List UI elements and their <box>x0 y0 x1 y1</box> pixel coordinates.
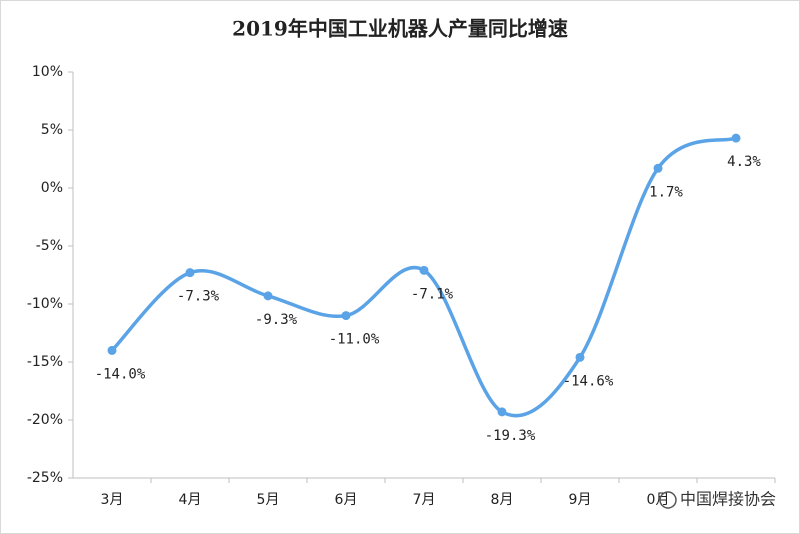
value-label: -9.3% <box>255 312 298 328</box>
point <box>731 133 741 143</box>
value-label: -7.3% <box>177 289 220 305</box>
point <box>263 291 273 301</box>
y-tick-label: 10% <box>32 64 63 80</box>
y-tick-label: -5% <box>36 238 63 254</box>
watermark: 中国焊接协会 <box>680 490 776 509</box>
series-line <box>110 136 737 418</box>
point <box>419 265 429 275</box>
x-tick-label: 8月 <box>491 492 514 508</box>
y-tick-label: 5% <box>41 122 63 138</box>
y-tick-label: -20% <box>27 412 63 428</box>
point <box>497 407 507 417</box>
chart-title: 2019年中国工业机器人产量同比增速 <box>232 17 568 41</box>
x-tick-label: 6月 <box>335 492 358 508</box>
value-label: -11.0% <box>329 332 380 348</box>
x-tick-label: 3月 <box>101 492 124 508</box>
value-label: -14.0% <box>95 366 146 382</box>
point <box>185 268 195 278</box>
x-tick-label: 7月 <box>413 492 436 508</box>
x-tick-label: 4月 <box>179 492 202 508</box>
y-tick-label: -25% <box>27 470 63 486</box>
y-tick-label: -10% <box>27 296 63 312</box>
point <box>341 311 351 321</box>
x-tick-label: 5月 <box>257 492 280 508</box>
value-label: -7.1% <box>411 286 454 302</box>
value-label: -14.6% <box>563 373 614 389</box>
point <box>653 163 663 173</box>
watermark-icon <box>659 491 677 509</box>
value-label: 4.3% <box>727 154 761 170</box>
value-label: 1.7% <box>649 184 683 200</box>
value-label: -19.3% <box>485 428 536 444</box>
x-tick-label: 0月 <box>647 492 670 508</box>
y-tick-label: 0% <box>41 180 63 196</box>
x-tick-label: 9月 <box>569 492 592 508</box>
point <box>107 345 117 355</box>
y-tick-label: -15% <box>27 354 63 370</box>
point <box>575 352 585 362</box>
